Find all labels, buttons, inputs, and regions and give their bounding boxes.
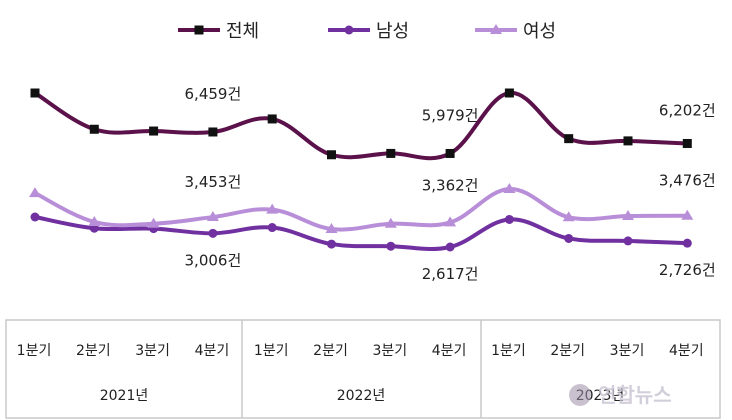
data-point-s2-3 (206, 211, 219, 222)
category-axis: 1분기 2분기 3분기 4분기 1분기 2분기 3분기 4분기 1분기 2분기 3분기 4분기 2021… (5, 319, 721, 419)
data-point-s2-2 (147, 217, 160, 228)
data-point-s2-11 (681, 209, 694, 220)
data-point-s2-5 (325, 223, 338, 233)
data-point-s1-7 (445, 242, 455, 252)
data-point-s1-4 (267, 223, 277, 233)
axis-frame (5, 319, 721, 419)
data-labels: 6,459건 5,979건 6,202건 3,453건 3,362건 3,476건 3,00… (185, 85, 716, 283)
data-point-s1-1 (89, 223, 99, 233)
legend-label-2: 여성 (523, 21, 556, 42)
data-point-s0-4 (267, 114, 277, 124)
data-point-s2-6 (384, 217, 397, 228)
watermark-globe-icon (569, 384, 591, 406)
series-line-2 (33, 186, 690, 232)
x-tick-label-1: 2분기 (76, 343, 111, 359)
data-label-s1-11: 2,726건 (659, 261, 716, 279)
x-tick-label-4: 1분기 (254, 343, 289, 359)
legend-label-1: 남성 (376, 21, 409, 42)
data-point-s1-5 (327, 239, 336, 249)
year-label-0: 2021년 (100, 388, 149, 404)
data-label-s0-7: 5,979건 (422, 106, 479, 124)
data-point-s1-8 (504, 214, 514, 224)
x-tick-label-9: 2분기 (550, 343, 585, 359)
data-point-s0-5 (327, 150, 336, 160)
data-label-s2-7: 3,362건 (422, 176, 479, 194)
data-point-s0-9 (564, 134, 574, 144)
data-label-s1-7: 2,617건 (422, 265, 479, 283)
data-point-s1-11 (682, 238, 692, 248)
series-markers (29, 88, 694, 252)
data-point-s1-9 (564, 233, 574, 243)
legend: 전체 남성 여성 (178, 21, 556, 42)
data-point-s2-9 (562, 211, 575, 222)
legend-marker-0 (194, 25, 204, 35)
x-tick-label-8: 1분기 (491, 343, 526, 359)
data-point-s1-10 (623, 236, 633, 246)
x-tick-label-11: 4분기 (669, 343, 704, 359)
data-label-s0-3: 6,459건 (185, 85, 242, 103)
series-line-1 (33, 215, 690, 251)
data-point-s0-11 (682, 138, 692, 148)
data-label-s0-11: 6,202건 (659, 101, 716, 119)
data-point-s2-4 (266, 203, 279, 214)
data-point-s2-8 (503, 183, 516, 193)
data-label-s2-3: 3,453건 (185, 173, 242, 191)
data-point-s1-0 (30, 212, 40, 222)
x-tick-label-5: 2분기 (313, 343, 348, 359)
watermark-text: 연합뉴스 (598, 383, 672, 407)
data-point-s0-8 (504, 88, 514, 98)
x-tick-label-3: 4분기 (195, 343, 230, 359)
data-point-s0-0 (30, 88, 40, 98)
series-line-0 (33, 90, 690, 161)
data-point-s0-2 (149, 126, 159, 136)
data-point-s0-6 (386, 148, 396, 158)
series-lines (33, 90, 690, 251)
data-label-s1-3: 3,006건 (185, 251, 242, 269)
watermark-logo: 연합뉴스 (569, 383, 672, 407)
x-tick-label-6: 3분기 (372, 343, 407, 359)
data-point-s2-10 (622, 210, 634, 221)
data-point-s2-1 (88, 215, 101, 226)
x-tick-label-10: 3분기 (610, 343, 645, 359)
x-tick-label-2: 3분기 (135, 343, 170, 359)
data-point-s0-3 (208, 127, 218, 137)
legend-marker-2 (490, 24, 502, 34)
legend-label-0: 전체 (226, 21, 259, 42)
data-point-s0-7 (445, 148, 455, 158)
data-point-s1-6 (386, 241, 396, 251)
x-tick-label-7: 4분기 (432, 343, 467, 359)
data-point-s1-3 (208, 228, 218, 238)
data-point-s0-10 (623, 136, 633, 146)
legend-marker-1 (344, 25, 354, 35)
year-label-1: 2022년 (337, 388, 386, 404)
x-tick-label-0: 1분기 (17, 343, 52, 359)
data-label-s2-11: 3,476건 (659, 172, 716, 190)
data-point-s0-1 (89, 124, 99, 134)
data-point-s2-0 (29, 187, 41, 198)
data-point-s2-7 (444, 216, 457, 227)
